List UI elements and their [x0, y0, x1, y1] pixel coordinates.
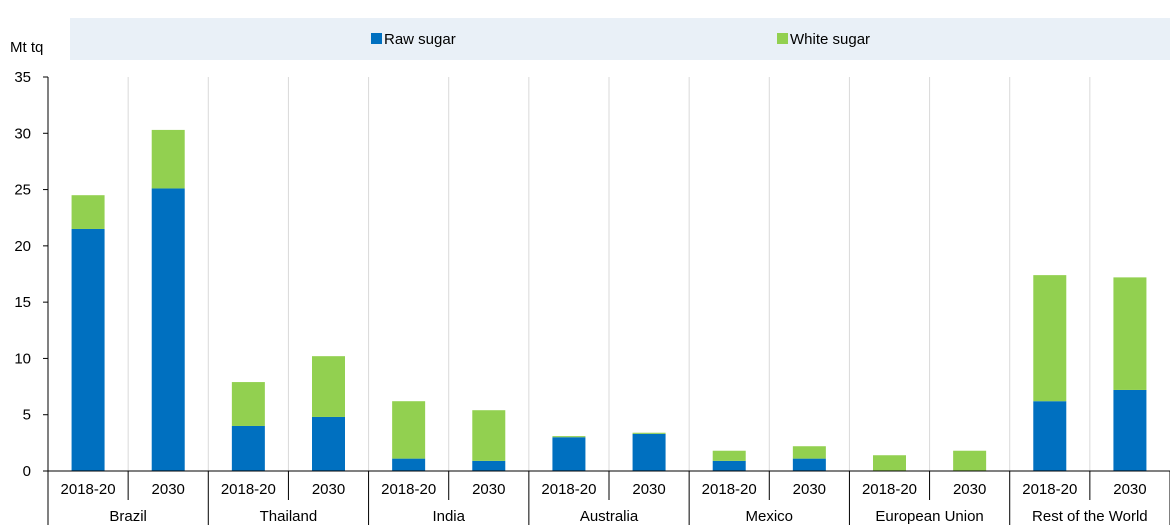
legend-label-white-sugar: White sugar: [790, 31, 870, 48]
bar-white-sugar: [71, 195, 105, 229]
legend-band: [70, 18, 1170, 60]
bar-raw-sugar: [472, 460, 506, 471]
x-tick-label: 2030: [793, 481, 826, 498]
x-tick-label: 2018-20: [381, 481, 436, 498]
y-tick-label: 25: [14, 182, 31, 199]
bar-white-sugar: [953, 450, 987, 471]
legend-swatch-raw-sugar: [371, 33, 382, 44]
group-label: Australia: [580, 508, 639, 525]
x-tick-label: 2030: [312, 481, 345, 498]
bar-raw-sugar: [231, 425, 265, 471]
bar-raw-sugar: [71, 228, 105, 471]
bar-white-sugar: [712, 450, 746, 461]
bar-raw-sugar: [712, 460, 746, 471]
x-tick-label: 2018-20: [862, 481, 917, 498]
x-tick-label: 2030: [953, 481, 986, 498]
bar-raw-sugar: [1033, 401, 1067, 471]
y-tick-label: 30: [14, 125, 31, 142]
legend-label-raw-sugar: Raw sugar: [384, 31, 456, 48]
x-tick-label: 2030: [1113, 481, 1146, 498]
bar-white-sugar: [472, 410, 506, 461]
y-tick-label: 20: [14, 238, 31, 255]
y-tick-label: 35: [14, 69, 31, 86]
x-tick-label: 2030: [632, 481, 665, 498]
legend-swatch-white-sugar: [777, 33, 788, 44]
bar-white-sugar: [231, 382, 265, 426]
group-label: Brazil: [109, 508, 147, 525]
bar-white-sugar: [632, 432, 666, 434]
group-label: European Union: [875, 508, 983, 525]
x-tick-label: 2030: [472, 481, 505, 498]
y-tick-label: 0: [23, 463, 31, 480]
bar-raw-sugar: [792, 458, 826, 471]
bar-raw-sugar: [1113, 389, 1147, 471]
x-tick-label: 2018-20: [702, 481, 757, 498]
bar-raw-sugar: [392, 458, 426, 471]
bar-white-sugar: [151, 129, 185, 189]
y-tick-label: 15: [14, 294, 31, 311]
bar-raw-sugar: [151, 188, 185, 471]
group-label: India: [432, 508, 465, 525]
bar-raw-sugar: [632, 433, 666, 471]
bar-white-sugar: [392, 401, 426, 459]
legend: Raw sugar White sugar: [371, 31, 870, 48]
group-label: Rest of the World: [1032, 508, 1148, 525]
bar-white-sugar: [312, 356, 345, 417]
bar-raw-sugar: [552, 437, 586, 471]
bar-white-sugar: [552, 436, 586, 438]
group-label: Mexico: [746, 508, 794, 525]
group-label: Thailand: [260, 508, 318, 525]
bar-white-sugar: [1033, 275, 1067, 402]
bar-white-sugar: [873, 455, 906, 471]
x-tick-label: 2018-20: [1022, 481, 1077, 498]
x-tick-label: 2030: [152, 481, 185, 498]
x-tick-label: 2018-20: [61, 481, 116, 498]
y-tick-label: 10: [14, 350, 31, 367]
y-axis-label: Mt tq: [10, 39, 43, 56]
x-tick-label: 2018-20: [221, 481, 276, 498]
bar-raw-sugar: [312, 416, 345, 471]
plot-area: 0 5 10 15 20 25 30 35 2018-20 2030 2018-20 2030 2018…: [14, 69, 1170, 525]
bar-white-sugar: [1113, 277, 1147, 390]
x-tick-label: 2018-20: [541, 481, 596, 498]
bar-white-sugar: [792, 446, 826, 459]
y-tick-label: 5: [23, 407, 31, 424]
